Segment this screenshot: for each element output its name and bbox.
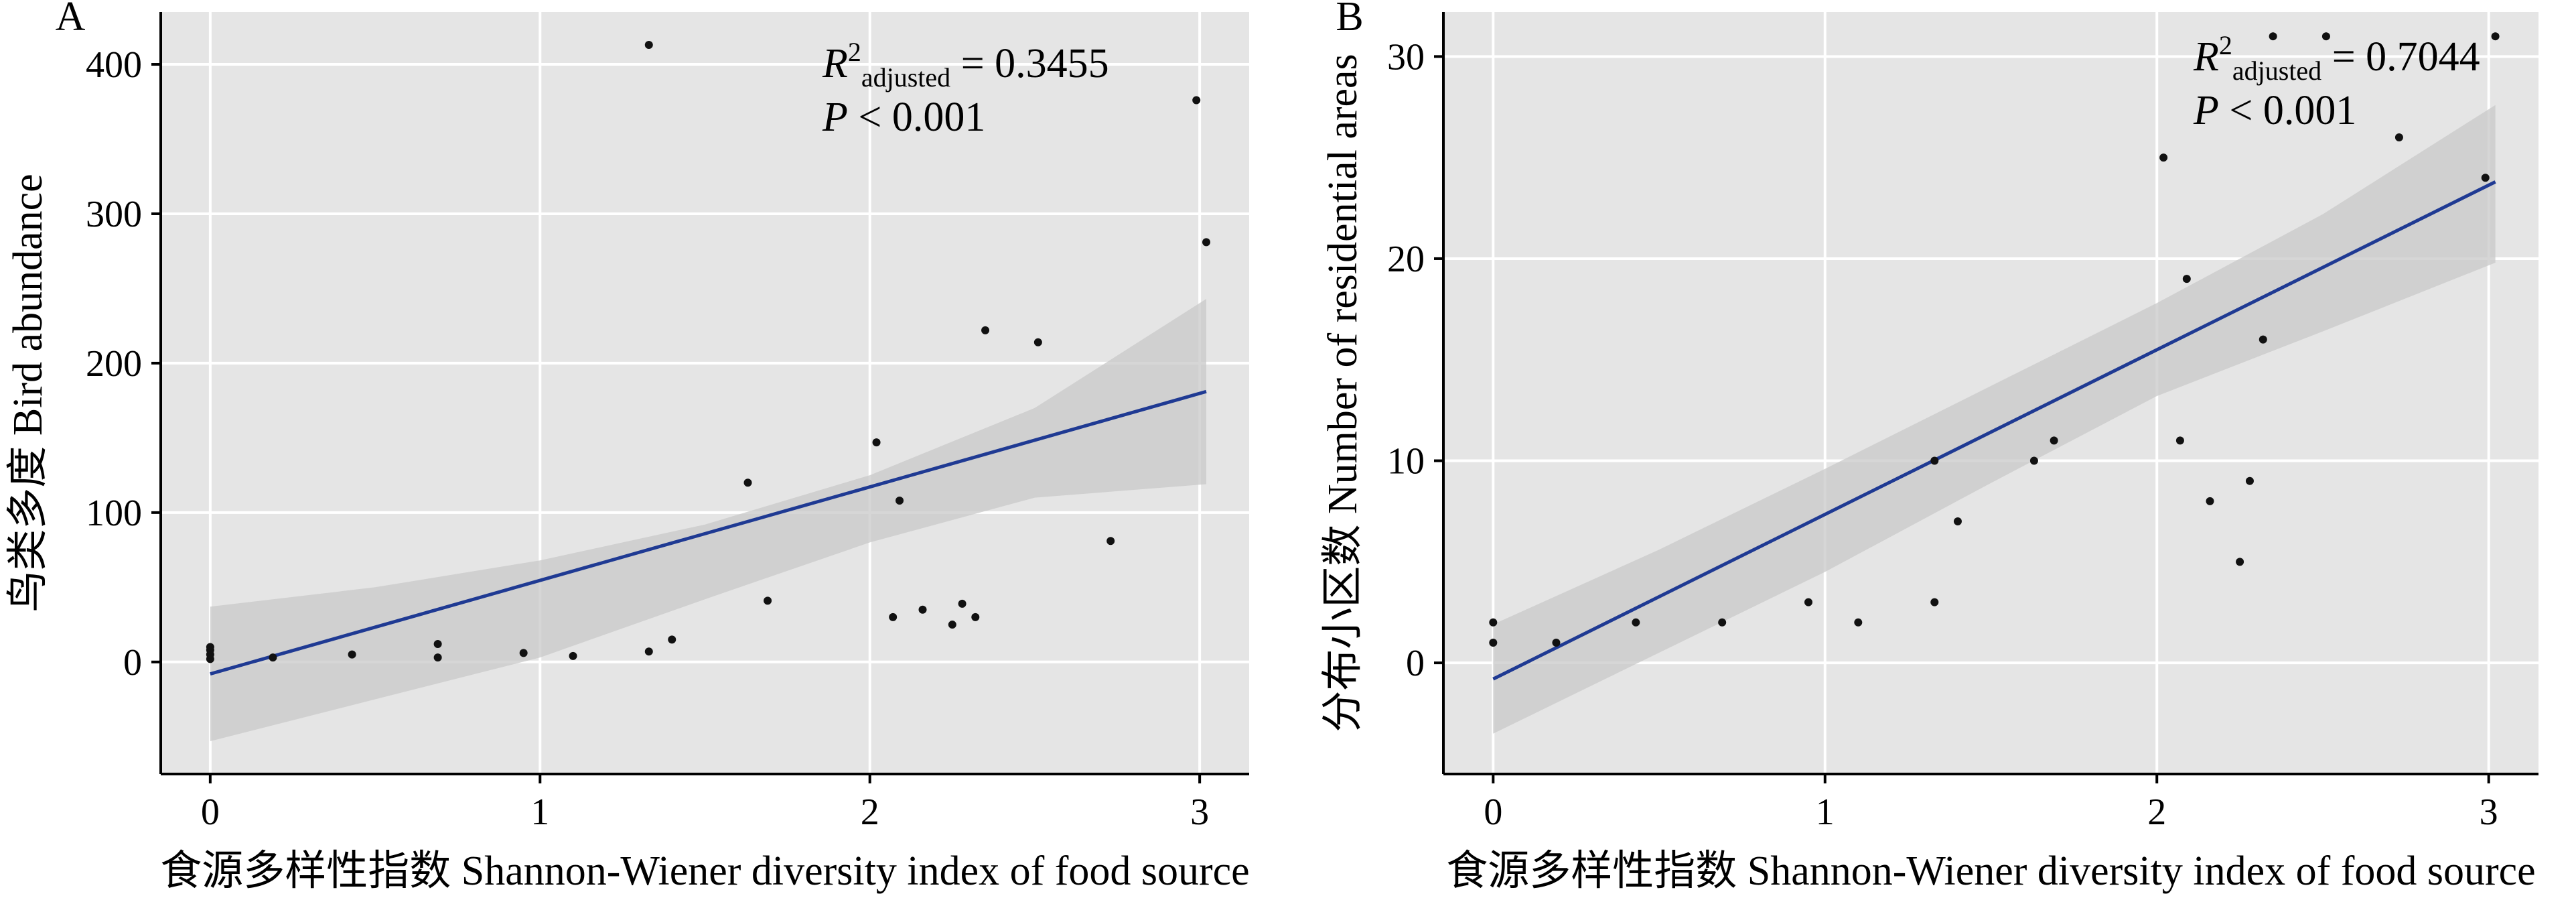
data-point — [2050, 436, 2058, 445]
x-tick-label: 0 — [201, 791, 220, 833]
data-point — [2159, 153, 2168, 162]
data-point — [433, 653, 442, 662]
y-axis-label: 鸟类多度 Bird abundance — [5, 174, 51, 612]
data-point — [269, 653, 277, 662]
y-tick-label: 0 — [1406, 643, 1425, 684]
regression-line — [210, 389, 1207, 676]
data-point — [1930, 456, 1939, 465]
data-point — [2259, 335, 2267, 344]
data-point — [872, 438, 881, 447]
confidence-band — [210, 299, 1206, 741]
data-point — [1804, 598, 1812, 606]
data-point — [2321, 32, 2330, 41]
data-point — [918, 605, 927, 614]
data-point — [1953, 517, 1962, 526]
data-point — [1489, 638, 1498, 647]
x-tick-label: 1 — [530, 791, 549, 833]
data-point — [889, 613, 898, 621]
chart-panel-a: 0 1 2 3 0 100 200 300 400 食源多样性指数 Shannon-Wiener … — [5, 0, 1250, 894]
data-point — [433, 640, 442, 649]
data-point — [896, 497, 904, 505]
y-tick-label: 100 — [86, 493, 142, 534]
y-tick-label: 300 — [86, 194, 142, 235]
x-axis-label: 食源多样性指数 Shannon-Wiener diversity index o… — [160, 848, 1249, 894]
data-point — [206, 643, 214, 651]
x-tick-label: 2 — [2147, 791, 2166, 833]
data-point — [2206, 497, 2214, 505]
data-point — [668, 635, 676, 644]
data-point — [981, 326, 990, 334]
y-tick-label: 10 — [1387, 441, 1425, 483]
panel-label: A — [56, 0, 86, 40]
data-point — [519, 649, 528, 657]
y-tick-label: 200 — [86, 343, 142, 385]
regression-line — [1492, 180, 2496, 681]
y-tick-label: 30 — [1387, 36, 1425, 78]
x-tick-label: 2 — [861, 791, 879, 833]
data-point — [764, 596, 772, 605]
x-tick-label: 0 — [1484, 791, 1502, 833]
data-point — [644, 41, 653, 50]
confidence-band — [1493, 105, 2496, 734]
data-point — [948, 621, 956, 629]
x-tick-label: 3 — [1190, 791, 1209, 833]
data-point — [2481, 174, 2490, 182]
data-point — [1552, 638, 1561, 647]
x-tick-label: 3 — [2480, 791, 2498, 833]
data-point — [1192, 96, 1201, 105]
data-point — [2394, 133, 2403, 141]
data-point — [2182, 275, 2191, 283]
p-annotation: P < 0.001 — [2193, 88, 2356, 133]
panel-label: B — [1336, 0, 1363, 40]
data-point — [2245, 476, 2254, 485]
x-axis-label: 食源多样性指数 Shannon-Wiener diversity index o… — [1446, 848, 2535, 894]
data-point — [1718, 618, 1727, 627]
y-tick-label: 400 — [86, 44, 142, 86]
y-tick-label: 20 — [1387, 239, 1425, 280]
data-point — [1632, 618, 1640, 627]
r2-annotation: R2adjusted = 0.3455 — [822, 37, 1109, 92]
data-point — [1106, 537, 1115, 546]
p-annotation: P < 0.001 — [822, 94, 985, 140]
data-point — [2236, 558, 2244, 566]
r2-annotation: R2adjusted = 0.7044 — [2193, 30, 2480, 86]
data-point — [971, 613, 980, 621]
y-tick-label: 0 — [123, 642, 142, 684]
data-point — [2175, 436, 2184, 445]
data-point — [1854, 618, 1863, 627]
data-point — [743, 478, 752, 487]
data-point — [348, 650, 356, 659]
y-axis-label: 分布小区数 Number of residential areas — [1320, 54, 1366, 732]
data-point — [1033, 338, 1042, 346]
data-point — [1202, 238, 1210, 247]
data-point — [1930, 598, 1939, 606]
data-point — [2491, 32, 2500, 41]
data-point — [2029, 456, 2038, 465]
x-tick-label: 1 — [1816, 791, 1835, 833]
data-point — [644, 647, 653, 656]
data-point — [2269, 32, 2277, 41]
data-point — [1489, 618, 1498, 627]
data-point — [569, 651, 577, 660]
data-point — [958, 599, 967, 608]
